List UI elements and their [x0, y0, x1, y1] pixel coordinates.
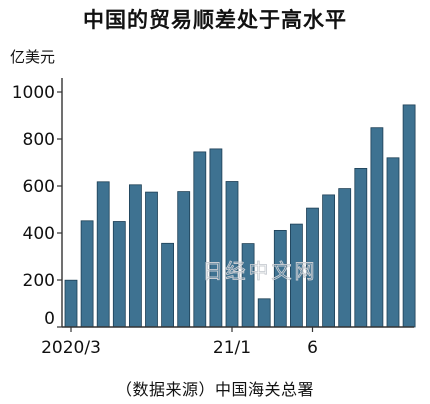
bar-2021/3 — [257, 298, 271, 328]
bar-2021/8 — [338, 188, 352, 328]
bar-2020/11 — [193, 151, 207, 328]
y-tick-label: 0 — [44, 309, 55, 329]
data-source-note: （数据来源）中国海关总署 — [115, 380, 314, 399]
bar-2021/7 — [322, 194, 336, 328]
bar-2020/8 — [145, 191, 158, 328]
x-tick-label: 21/1 — [213, 338, 251, 358]
chart-title: 中国的贸易顺差处于高水平 — [83, 8, 347, 32]
bar-2020/3 — [64, 279, 78, 328]
y-tick-label: 400 — [23, 224, 55, 244]
y-tick-label: 200 — [23, 271, 55, 291]
bar-2021/1 — [225, 181, 239, 328]
bar-2021/10 — [370, 127, 384, 328]
bar-2020/7 — [128, 184, 142, 328]
bar-2020/6 — [112, 221, 126, 328]
bar-2020/12 — [209, 148, 223, 328]
bar-2021/12 — [402, 104, 416, 328]
bars-group — [64, 104, 416, 328]
x-tick-label: 6 — [307, 338, 318, 358]
bar-2021/9 — [354, 167, 368, 328]
bar-2020/10 — [177, 191, 191, 328]
bar-2020/5 — [96, 181, 110, 328]
y-tick-label: 600 — [23, 177, 55, 197]
watermark: 日经中文网 — [203, 259, 318, 283]
bar-2021/2 — [241, 243, 255, 328]
bar-2020/9 — [161, 242, 175, 328]
bar-2021/11 — [386, 157, 400, 328]
x-tick-label: 2020/3 — [41, 338, 101, 358]
x-axis-ticks: 2020/3 21/1 6 — [41, 327, 318, 358]
bar-2020/4 — [80, 220, 94, 328]
y-axis-ticks: 0 200 400 600 800 1000 — [12, 83, 62, 329]
y-tick-label: 1000 — [12, 83, 55, 103]
y-axis-unit-label: 亿美元 — [10, 48, 55, 66]
y-tick-label: 800 — [23, 130, 55, 150]
